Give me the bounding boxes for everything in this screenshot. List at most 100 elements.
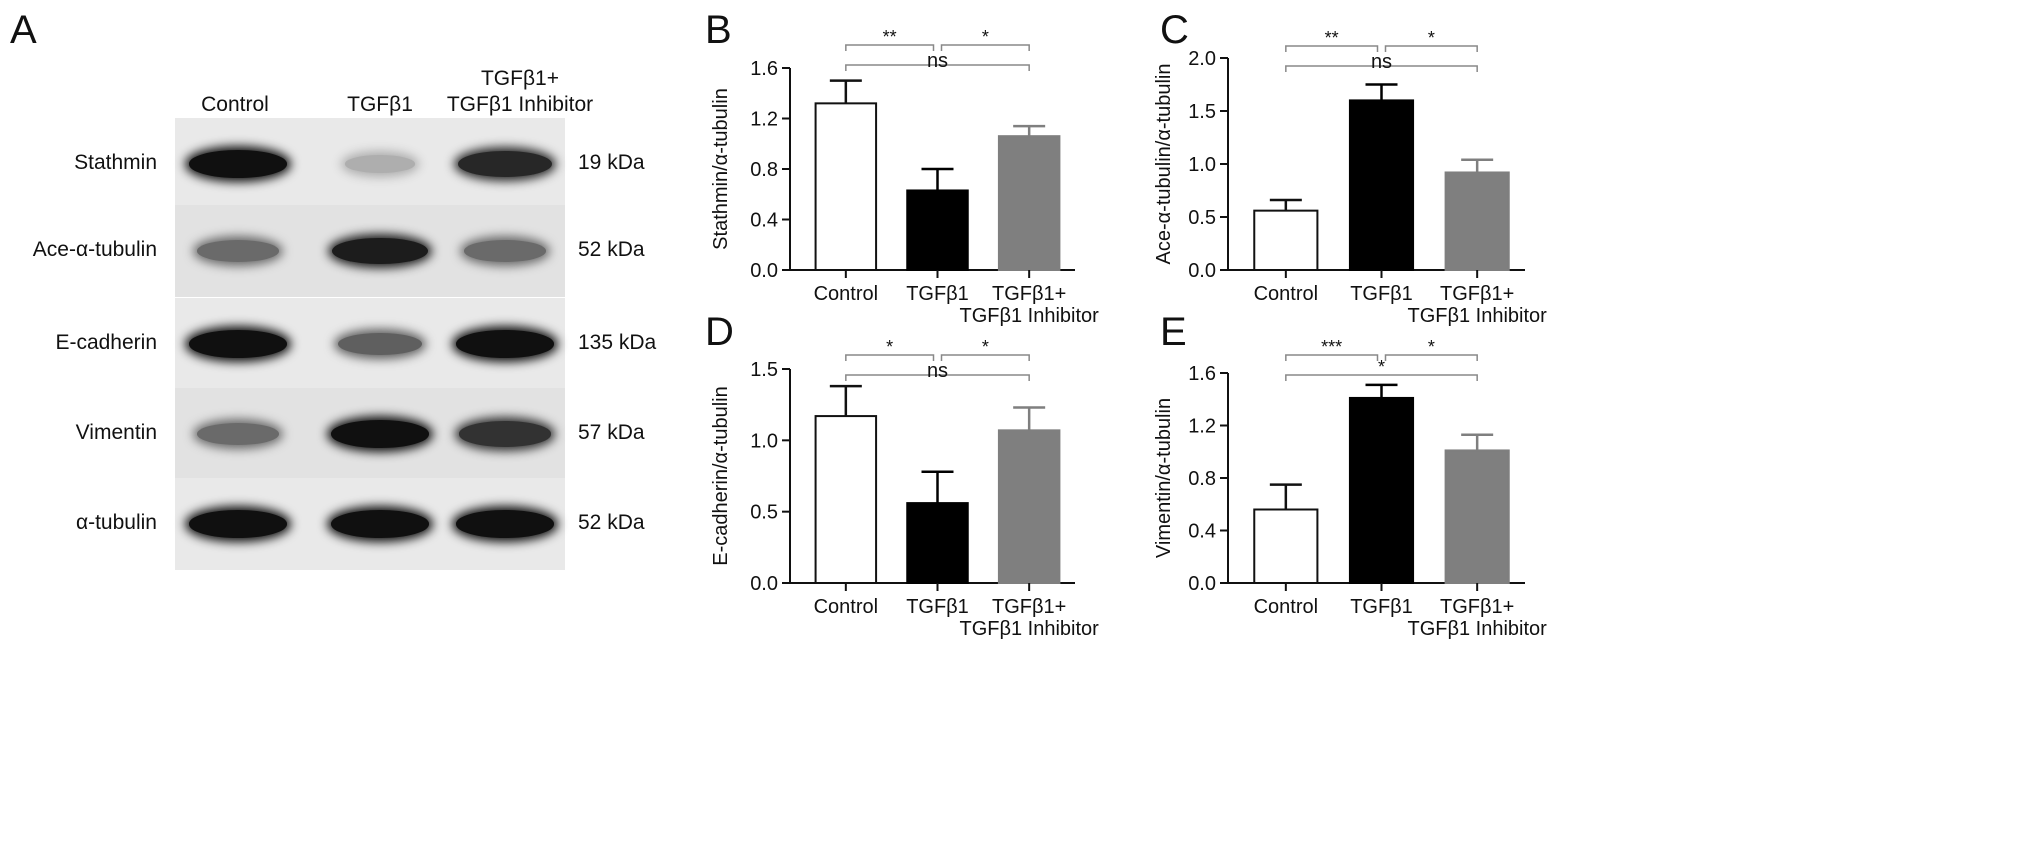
blot-row-label: α-tubulin [75, 511, 157, 534]
bar [906, 502, 969, 584]
y-axis-label: Vimentin/α-tubulin [1153, 398, 1175, 558]
significance-label: ns [927, 50, 948, 72]
blot-band [456, 510, 554, 538]
x-tick-label: TGFβ1+ [992, 283, 1066, 305]
significance-bracket [845, 64, 1030, 71]
significance-bracket [1285, 354, 1379, 361]
x-tick-label: TGFβ1+ [992, 596, 1066, 618]
significance-label: * [982, 27, 989, 47]
x-tick-label: TGFβ1 [906, 283, 969, 305]
blot-kda-label: 52 kDa [578, 511, 645, 534]
x-tick-label: TGFβ1 [1350, 283, 1413, 305]
blot-kda-label: 135 kDa [578, 331, 657, 354]
x-tick-label: Control [1254, 283, 1318, 305]
blot-band [197, 240, 279, 262]
significance-label: ns [927, 360, 948, 382]
x-tick-label: TGFβ1 Inhibitor [960, 305, 1100, 327]
bar [1444, 449, 1510, 584]
y-tick-label: 0.0 [750, 573, 778, 595]
x-tick-label: Control [814, 283, 878, 305]
blot-band [456, 330, 554, 358]
blot-row-label: E-cadherin [55, 331, 157, 354]
x-tick-label: Control [1254, 596, 1318, 618]
significance-bracket [1285, 45, 1379, 52]
y-tick-label: 1.0 [750, 430, 778, 452]
significance-label: * [886, 337, 893, 357]
x-tick-label: TGFβ1+ [1440, 596, 1514, 618]
blot-kda-label: 19 kDa [578, 151, 645, 174]
bar [906, 189, 969, 271]
blot-row-label: Vimentin [75, 421, 157, 444]
x-tick-label: TGFβ1+ [1440, 283, 1514, 305]
panel-letter-a: A [10, 8, 37, 52]
bar [1444, 171, 1510, 271]
blot-band [459, 421, 551, 447]
y-tick-label: 1.0 [1188, 154, 1216, 176]
significance-bracket [1384, 45, 1478, 52]
bar [1348, 396, 1415, 584]
y-tick-label: 0.5 [750, 502, 778, 524]
lane-label-control: Control [201, 93, 269, 116]
significance-label: * [1378, 357, 1385, 377]
y-tick-label: 1.2 [750, 109, 778, 131]
blot-band [458, 151, 552, 177]
significance-bracket [1384, 354, 1478, 361]
blot-row-label: Stathmin [74, 151, 157, 174]
panel-letter-e: E [1160, 310, 1187, 354]
x-tick-label: TGFβ1 Inhibitor [1408, 305, 1548, 327]
blot-band [338, 332, 422, 356]
significance-label: * [982, 337, 989, 357]
significance-bracket [845, 374, 1030, 381]
significance-label: *** [1321, 337, 1342, 357]
panel-letter-b: B [705, 8, 732, 52]
x-tick-label: TGFβ1 Inhibitor [960, 618, 1100, 640]
blot-band [464, 240, 546, 262]
y-tick-label: 1.6 [1188, 363, 1216, 385]
y-tick-label: 0.8 [750, 159, 778, 181]
y-tick-label: 0.4 [750, 210, 778, 232]
x-tick-label: TGFβ1 [1350, 596, 1413, 618]
significance-label: ** [1325, 28, 1339, 48]
bar [814, 102, 878, 271]
y-tick-label: 1.5 [750, 359, 778, 381]
bar [997, 135, 1061, 271]
y-tick-label: 2.0 [1188, 48, 1216, 70]
lane-label-tgfb1: TGFβ1 [347, 93, 413, 116]
y-tick-label: 0.0 [1188, 573, 1216, 595]
y-tick-label: 0.4 [1188, 521, 1216, 543]
y-tick-label: 0.0 [1188, 260, 1216, 282]
blot-band [189, 510, 287, 538]
bar [1253, 508, 1319, 584]
panel-letter-c: C [1160, 8, 1189, 52]
x-tick-label: TGFβ1 [906, 596, 969, 618]
blot-band [332, 237, 428, 265]
blot-band [345, 155, 415, 173]
bar [1348, 99, 1415, 272]
x-tick-label: Control [814, 596, 878, 618]
blot-band [189, 330, 287, 358]
bar [997, 429, 1061, 585]
bar [814, 415, 878, 584]
y-tick-label: 1.6 [750, 58, 778, 80]
x-tick-label: TGFβ1 Inhibitor [1408, 618, 1548, 640]
y-axis-label: E-cadherin/α-tubulin [710, 386, 732, 565]
significance-bracket [940, 44, 1030, 51]
blot-band [189, 150, 287, 178]
y-tick-label: 0.8 [1188, 468, 1216, 490]
significance-bracket [1285, 374, 1478, 381]
significance-bracket [940, 354, 1030, 361]
significance-bracket [845, 354, 935, 361]
y-tick-label: 0.5 [1188, 207, 1216, 229]
significance-bracket [845, 44, 935, 51]
blot-row-label: Ace-α-tubulin [32, 238, 157, 261]
blot-band [197, 423, 279, 445]
significance-label: * [1428, 28, 1435, 48]
blot-kda-label: 52 kDa [578, 238, 645, 261]
y-tick-label: 1.5 [1188, 101, 1216, 123]
significance-label: * [1428, 337, 1435, 357]
panel-letter-d: D [705, 310, 734, 354]
significance-label: ** [883, 27, 897, 47]
blot-band [331, 420, 429, 448]
y-axis-label: Ace-α-tubulin/α-tubulin [1153, 64, 1175, 265]
